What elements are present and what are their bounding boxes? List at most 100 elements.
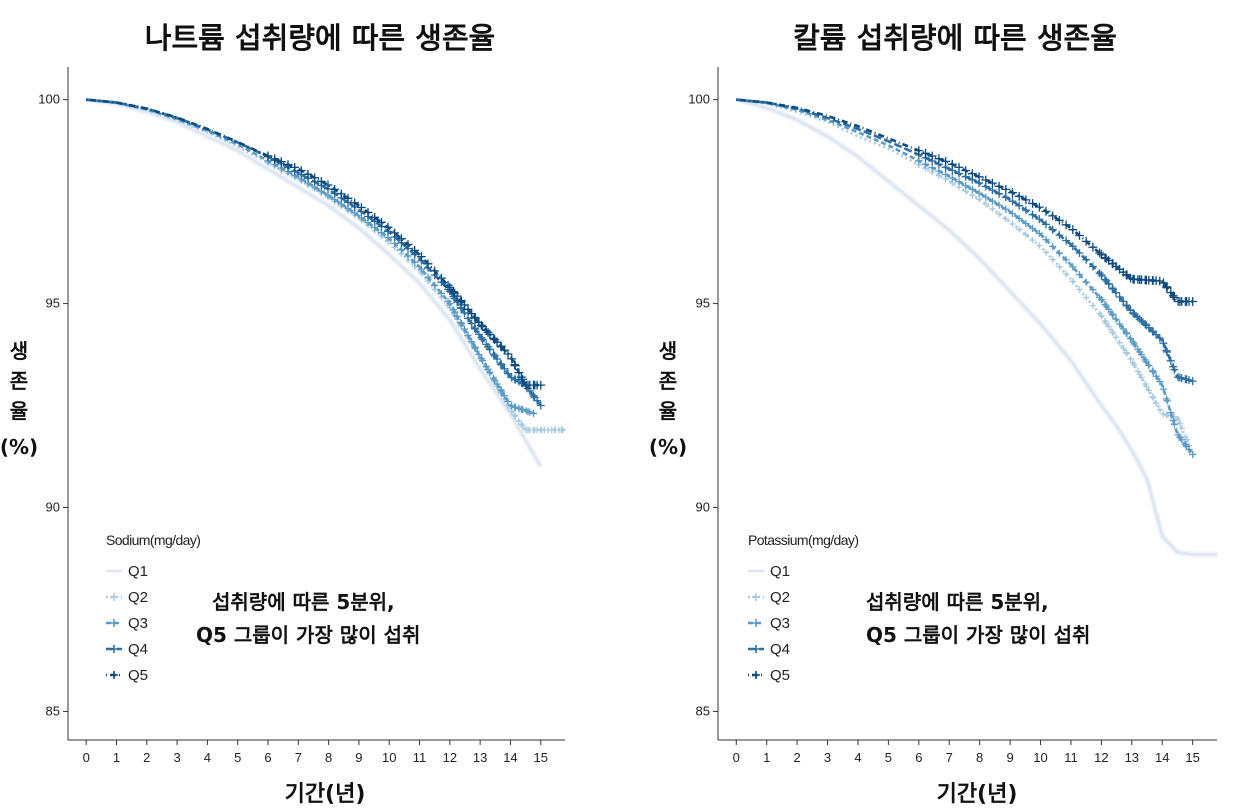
- x-tick-label: 4: [204, 750, 211, 765]
- censor-marks: [264, 159, 566, 434]
- legend-label: Q3: [770, 615, 790, 632]
- x-tick-label: 6: [915, 750, 922, 765]
- legend-label: Q2: [770, 589, 790, 606]
- series-line: [736, 98, 1194, 456]
- series-line: [735, 98, 1217, 556]
- series-line: [736, 98, 1194, 456]
- y-axis-label-sodium: 생 존 율 (%): [0, 339, 38, 459]
- x-tick-label: 11: [1064, 750, 1078, 765]
- x-tick-label: 5: [234, 750, 241, 765]
- series-q2: [736, 98, 1196, 458]
- y-axis-label-char: 율: [659, 399, 677, 423]
- x-tick-label: 2: [793, 750, 800, 765]
- y-tick-label: 100: [38, 92, 60, 107]
- x-tick-label: 8: [325, 750, 332, 765]
- x-tick-label: 7: [946, 750, 953, 765]
- legend-title-potassium: Potassium(mg/day): [748, 532, 858, 548]
- y-axis-label-char: 존: [10, 369, 28, 393]
- y-axis-label-char: 생: [659, 339, 677, 363]
- series-q3: [86, 98, 538, 417]
- x-tick-label: 8: [976, 750, 983, 765]
- x-tick-label: 4: [854, 750, 861, 765]
- censor-marks: [264, 157, 538, 417]
- censor-band: [85, 96, 544, 469]
- series-line: [86, 98, 542, 468]
- x-tick-label: 15: [1185, 750, 1199, 765]
- series-q4: [736, 98, 1197, 386]
- x-tick-label: 0: [733, 750, 740, 765]
- x-tick-label: 5: [885, 750, 892, 765]
- y-tick-label: 90: [696, 500, 710, 515]
- series-q3: [736, 98, 1197, 459]
- x-tick-label: 15: [534, 750, 548, 765]
- legend-item-q4: Q4: [748, 641, 790, 658]
- x-axis-label-sodium: 기간(년): [285, 782, 366, 807]
- series-q2: [86, 98, 566, 434]
- legend-item-q2: Q2: [748, 589, 790, 606]
- x-tick-label: 1: [113, 750, 120, 765]
- x-tick-label: 13: [1125, 750, 1139, 765]
- y-axis-label-char: 존: [659, 369, 677, 393]
- legend-label: Q4: [770, 641, 790, 658]
- x-tick-label: 12: [1094, 750, 1108, 765]
- legend-item-q5: Q5: [748, 667, 790, 684]
- x-tick-label: 14: [503, 750, 517, 765]
- y-tick-label: 100: [688, 92, 710, 107]
- legend-cross: [752, 593, 760, 601]
- series-line: [736, 98, 1193, 303]
- x-tick-label: 13: [473, 750, 487, 765]
- x-axis-label-potassium: 기간(년): [937, 782, 1018, 807]
- annotation-line-2-sodium: Q5 그룹이 가장 많이 섭취: [196, 623, 420, 647]
- y-axis-label-char: (%): [649, 435, 687, 459]
- series-q1: [735, 96, 1217, 558]
- series-q1: [85, 96, 544, 469]
- x-tick-label: 10: [1033, 750, 1047, 765]
- legend-cross: [110, 671, 118, 679]
- plot-area-potassium: 0 1 2 3 4 5 6 7 8 9 10 11 12 13 14 15859095100Q1Q2Q3Q4Q…: [688, 67, 1217, 765]
- y-axis-label-char: (%): [0, 435, 38, 459]
- series-line: [736, 98, 1194, 383]
- legend-cross: [110, 619, 118, 627]
- annotation-line-1-sodium: 섭취량에 따른 5분위,: [212, 590, 395, 614]
- legend-cross: [752, 671, 760, 679]
- legend-item-q3: Q3: [748, 615, 790, 632]
- x-tick-label: 9: [355, 750, 362, 765]
- x-tick-label: 3: [173, 750, 180, 765]
- series-q5: [86, 98, 546, 390]
- legend-item-q3: Q3: [106, 615, 148, 632]
- x-tick-label: 7: [295, 750, 302, 765]
- plot-area-sodium: 0 1 2 3 4 5 6 7 8 9 10 11 12 13 14 15859095100Q1Q2Q3Q4Q…: [38, 67, 566, 765]
- legend-label: Q3: [128, 615, 148, 632]
- legend-label: Q4: [128, 641, 148, 658]
- legend-item-q1: Q1: [748, 563, 790, 580]
- chart-title-sodium: 나트륨 섭취량에 따른 생존율: [145, 21, 495, 55]
- y-axis-label-char: 율: [10, 399, 28, 423]
- x-tick-label: 2: [143, 750, 150, 765]
- censor-marks: [915, 157, 1197, 459]
- legend-label: Q1: [128, 563, 148, 580]
- x-tick-label: 1: [763, 750, 770, 765]
- y-tick-label: 90: [46, 500, 60, 515]
- x-tick-label: 6: [264, 750, 271, 765]
- x-tick-label: 11: [413, 750, 427, 765]
- censor-marks: [915, 161, 1196, 458]
- series-q5: [736, 98, 1198, 306]
- legend-label: Q2: [128, 589, 148, 606]
- legend-label: Q1: [770, 563, 790, 580]
- y-axis-label-char: 생: [10, 339, 28, 363]
- y-axis-label-potassium: 생 존 율 (%): [649, 339, 687, 459]
- x-tick-label: 14: [1155, 750, 1169, 765]
- series-line: [86, 98, 536, 415]
- legend-item-q2: Q2: [106, 589, 148, 606]
- y-tick-label: 95: [46, 296, 60, 311]
- legend-cross: [752, 619, 760, 627]
- chart-title-potassium: 칼륨 섭취량에 따른 생존율: [793, 21, 1117, 55]
- censor-marks: [914, 150, 1197, 386]
- y-tick-label: 95: [696, 296, 710, 311]
- x-tick-label: 0: [83, 750, 90, 765]
- legend-item-q5: Q5: [106, 667, 148, 684]
- censor-marks: [914, 146, 1198, 306]
- legend-cross: [110, 593, 118, 601]
- y-tick-label: 85: [696, 703, 710, 718]
